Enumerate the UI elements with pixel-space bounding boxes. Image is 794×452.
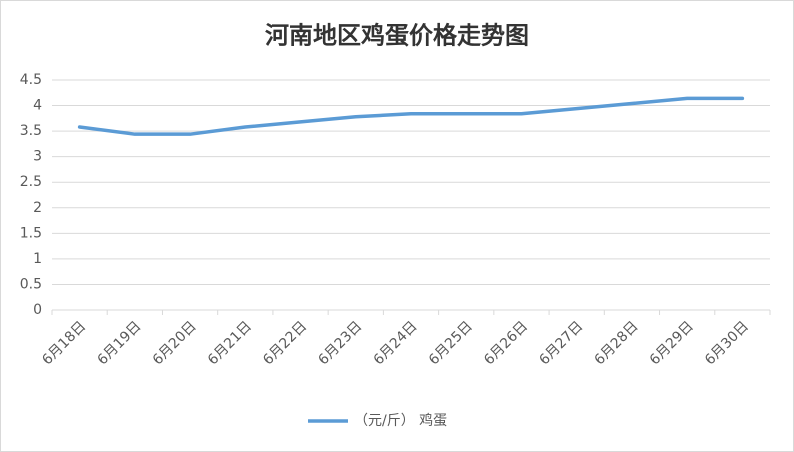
line-series (77, 96, 745, 136)
y-tick-label: 0.5 (20, 276, 42, 292)
y-tick-label: 3.5 (20, 123, 42, 139)
chart-title: 河南地区鸡蛋价格走势图 (265, 21, 529, 50)
y-tick-label: 1.5 (20, 225, 42, 241)
y-tick-label: 0 (33, 302, 42, 318)
y-tick-label: 4 (33, 98, 42, 114)
y-tick-label: 2.5 (20, 174, 42, 190)
y-tick-label: 4.5 (20, 72, 42, 88)
y-tick-label: 1 (33, 251, 42, 267)
y-tick-label: 3 (33, 149, 42, 165)
y-tick-label: 2 (33, 200, 42, 216)
legend-label: （元/斤） 鸡蛋 (354, 412, 447, 429)
